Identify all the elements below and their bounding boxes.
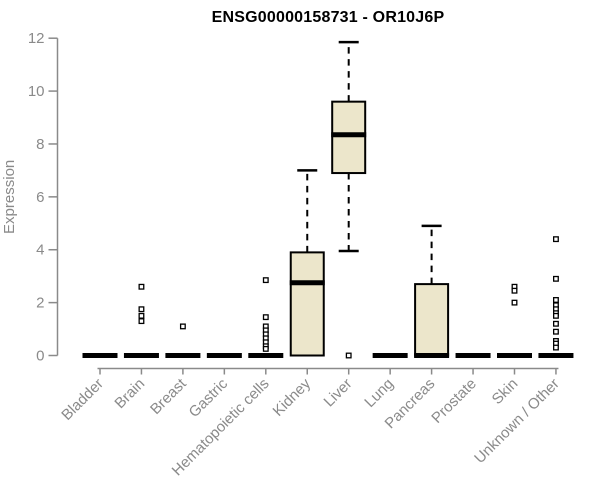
outlier-point <box>553 344 559 351</box>
outlier-point <box>553 275 559 282</box>
outlier-point <box>138 318 145 325</box>
y-tick-label: 0 <box>36 348 44 365</box>
x-tick-label: Brain <box>111 375 148 412</box>
y-axis-title: Expression <box>1 160 18 234</box>
y-tick-label: 2 <box>36 295 44 312</box>
x-tick-label: Lung <box>361 375 397 411</box>
x-tick-label: Skin <box>489 375 522 408</box>
outlier-point <box>511 287 518 294</box>
box <box>331 100 367 175</box>
outlier-point <box>138 306 145 313</box>
outlier-point <box>262 314 269 321</box>
x-tick-label: Bladder <box>58 375 107 424</box>
outlier-point <box>553 320 559 327</box>
outlier-point <box>138 312 145 319</box>
outlier-point <box>511 299 518 306</box>
outlier-point <box>262 277 269 284</box>
box <box>289 251 325 357</box>
y-tick-label: 12 <box>28 30 45 47</box>
x-tick-label: Prostate <box>428 375 480 427</box>
y-tick-label: 6 <box>36 189 44 206</box>
outlier-point <box>262 345 269 352</box>
outlier-point <box>553 328 559 335</box>
outlier-point <box>553 236 559 243</box>
x-tick-label: Liver <box>321 375 356 410</box>
outlier-point <box>179 323 186 330</box>
outlier-point <box>345 352 352 359</box>
outlier-point <box>138 283 145 290</box>
box <box>414 283 450 357</box>
outlier-point <box>553 297 559 303</box>
y-tick-label: 8 <box>36 136 44 153</box>
chart-title: ENSG00000158731 - OR10J6P <box>211 9 445 26</box>
y-tick-label: 4 <box>36 242 44 259</box>
y-tick-label: 10 <box>28 83 45 100</box>
outlier-point <box>553 312 559 319</box>
x-tick-label: Breast <box>147 375 190 418</box>
x-tick-label: Kidney <box>270 375 315 420</box>
